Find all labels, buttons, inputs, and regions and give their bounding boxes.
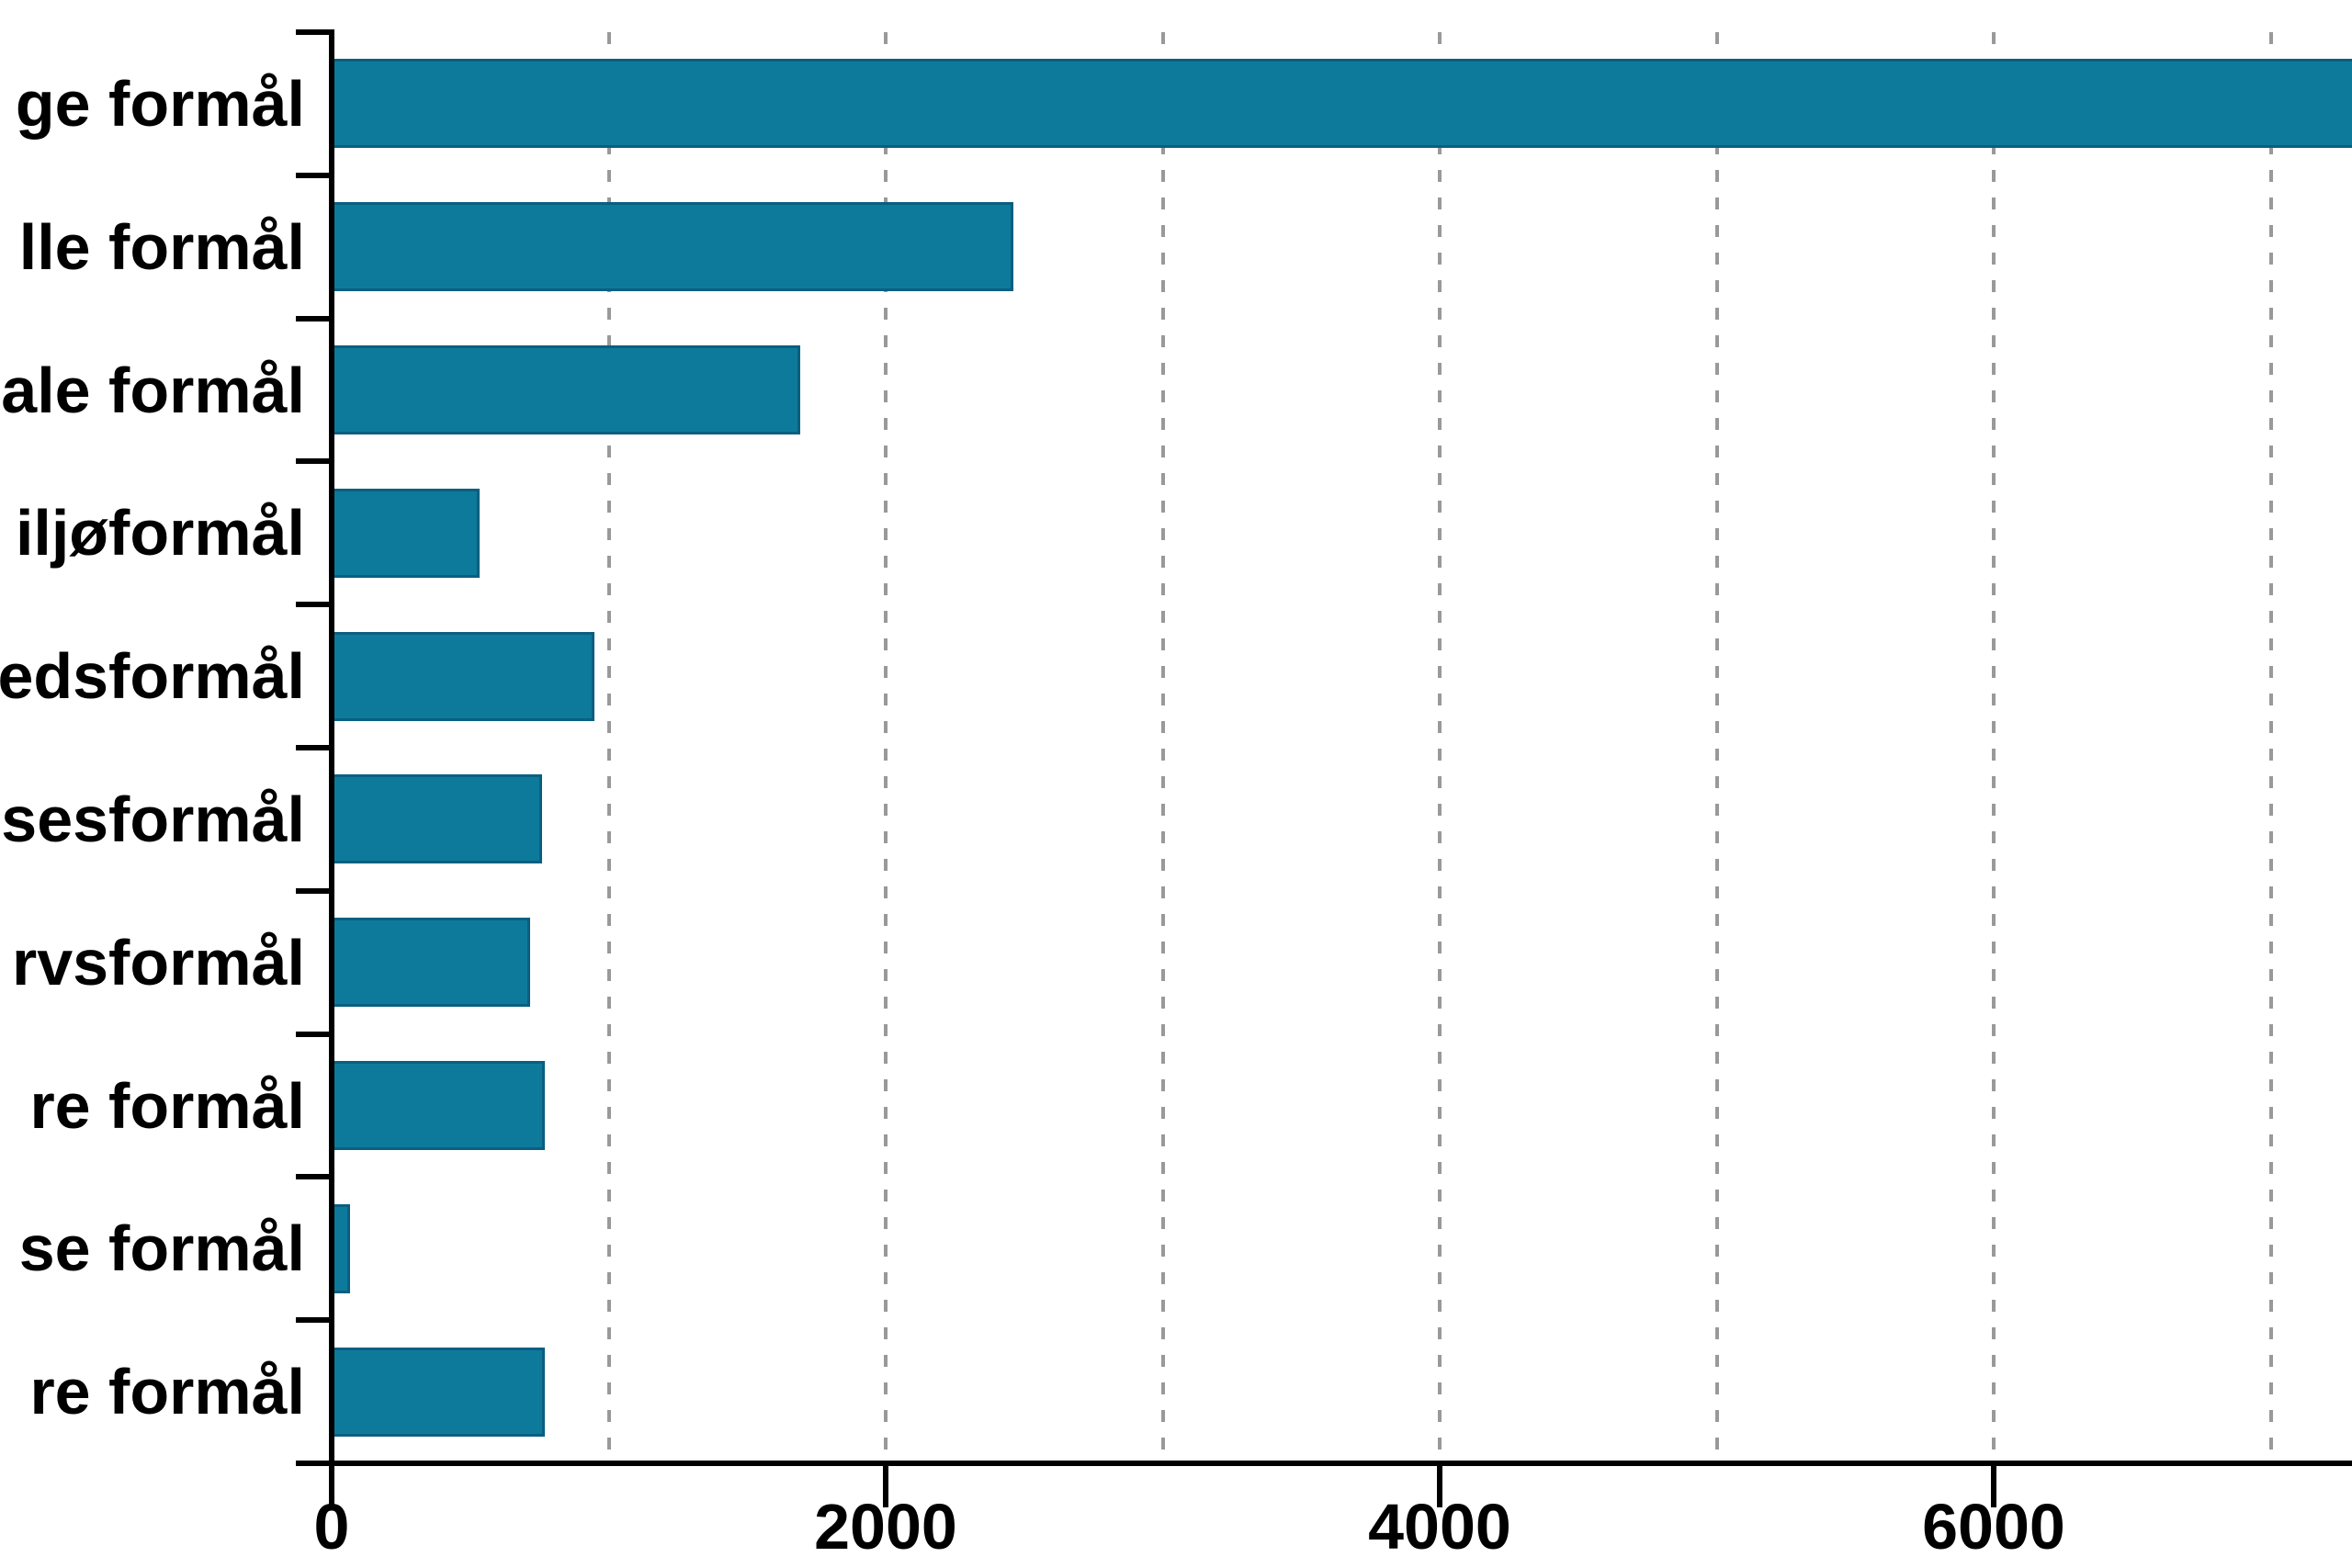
- y-axis-label: edsformål: [0, 640, 305, 713]
- y-axis-label: rvsformål: [11, 926, 305, 998]
- x-tick-label: 0: [313, 1491, 350, 1562]
- y-axis-tick: [296, 315, 332, 321]
- bar: [332, 918, 530, 1008]
- y-axis-tick: [296, 602, 332, 608]
- y-axis-label: se formål: [18, 1213, 305, 1285]
- bar: [332, 488, 481, 578]
- y-axis-label: re formål: [29, 1356, 305, 1428]
- y-axis-label: ale formål: [1, 354, 305, 426]
- bar: [332, 774, 543, 864]
- y-axis-tick: [296, 745, 332, 750]
- x-tick-label: 4000: [1368, 1491, 1511, 1562]
- gridline: [1992, 32, 1996, 1463]
- bar: [332, 1347, 546, 1437]
- y-axis-label: lle formål: [18, 210, 305, 283]
- y-axis-tick: [296, 1031, 332, 1037]
- x-axis-tick: [329, 1466, 334, 1507]
- bar: [332, 631, 595, 721]
- y-axis-tick: [296, 1461, 332, 1466]
- y-axis-tick: [296, 458, 332, 465]
- gridline: [1714, 32, 1719, 1463]
- x-axis-tick: [1991, 1466, 1996, 1507]
- y-axis-tick: [296, 1317, 332, 1324]
- x-axis-line: [296, 1461, 2352, 1466]
- x-axis-tick: [1437, 1466, 1442, 1507]
- y-axis-label: iljøformål: [15, 497, 305, 570]
- y-axis-tick: [296, 172, 332, 178]
- x-tick-label: 6000: [1922, 1491, 2065, 1562]
- y-axis-label: ge formål: [15, 67, 305, 140]
- gridline: [1438, 32, 1442, 1463]
- bar: [332, 345, 800, 434]
- x-tick-label: 2000: [814, 1491, 957, 1562]
- x-axis-tick: [883, 1466, 888, 1507]
- gridline: [606, 32, 611, 1463]
- y-axis-tick: [296, 1174, 332, 1180]
- y-axis-tick: [296, 29, 332, 35]
- gridline: [2268, 32, 2273, 1463]
- gridline: [1160, 32, 1165, 1463]
- y-axis-tick: [296, 887, 332, 894]
- bar: [332, 59, 2352, 149]
- y-axis-label: sesformål: [1, 783, 305, 855]
- y-axis-spine: [329, 29, 334, 1466]
- gridline: [884, 32, 888, 1463]
- bar: [332, 1061, 546, 1150]
- y-axis-label: re formål: [29, 1069, 305, 1142]
- bar: [332, 202, 1013, 292]
